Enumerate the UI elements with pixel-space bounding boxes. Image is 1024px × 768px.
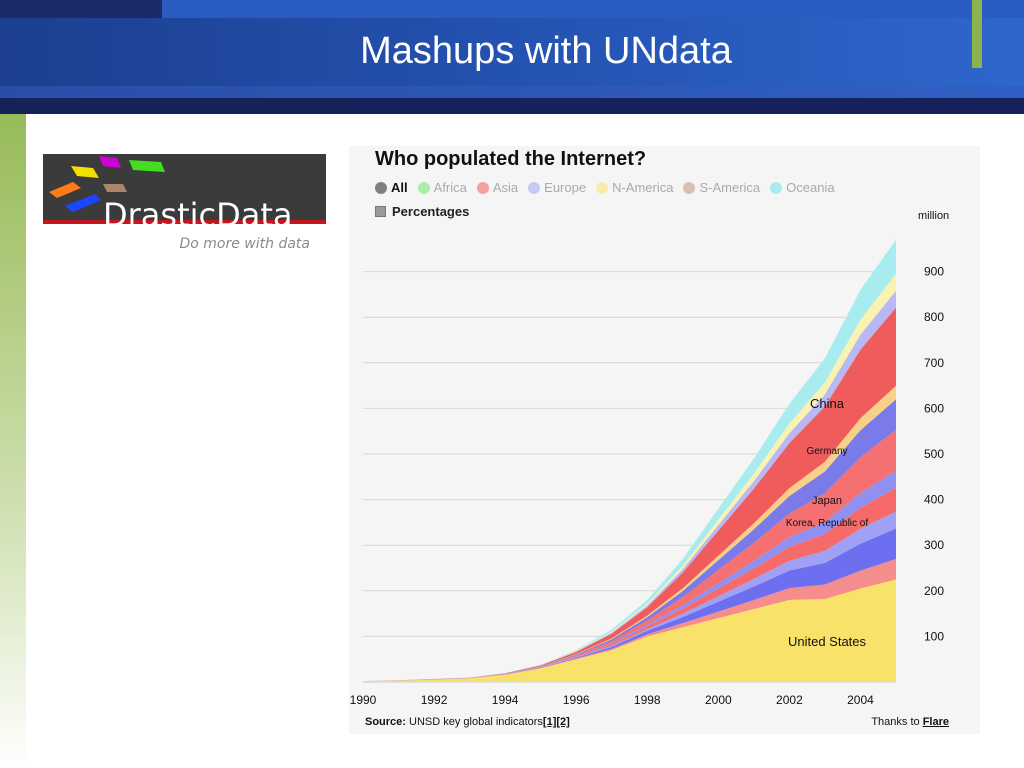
legend-label: Africa <box>433 180 467 195</box>
legend-dot-icon <box>770 181 783 194</box>
y-tick-label: 100 <box>924 629 944 643</box>
legend-dot-icon <box>375 181 387 194</box>
chart-legend: All Africa Asia Europe N-America S-Ameri… <box>375 180 835 195</box>
series-annotation: Korea, Republic of <box>786 518 868 529</box>
logo-red-line <box>43 220 326 226</box>
x-tick-label: 1996 <box>563 693 590 707</box>
x-tick-label: 1990 <box>350 693 377 707</box>
y-tick-label: 400 <box>924 493 944 507</box>
credits-note: Thanks to Flare <box>871 716 949 728</box>
y-axis-unit-label: million <box>918 210 950 222</box>
header-accent-dark <box>0 0 162 18</box>
legend-dot-icon <box>596 181 609 194</box>
y-tick-label: 500 <box>924 447 944 461</box>
area-band <box>363 579 896 682</box>
legend-item-oceania[interactable]: Oceania <box>770 180 835 195</box>
drasticdata-logo: DrasticData Do more with data <box>43 154 326 256</box>
checkbox-icon[interactable] <box>375 206 386 217</box>
logo-diamonds-icon <box>49 156 165 212</box>
y-tick-label: 700 <box>924 356 944 370</box>
legend-item-n-america[interactable]: N-America <box>596 180 673 195</box>
logo-name: DrasticData <box>103 196 293 234</box>
source-label: Source: <box>365 716 406 728</box>
slide-title: Mashups with UNdata <box>360 30 732 72</box>
source-ref-1-link[interactable]: [1] <box>542 716 557 728</box>
legend-label: S-America <box>699 180 761 195</box>
y-tick-label: 200 <box>924 584 944 598</box>
legend-label: Europe <box>544 180 587 195</box>
header-underline-bar <box>0 86 1024 98</box>
legend-dot-icon <box>476 181 489 194</box>
y-tick-label: 900 <box>924 265 944 279</box>
x-tick-label: 2004 <box>847 693 874 707</box>
legend-item-africa[interactable]: Africa <box>417 180 467 195</box>
header-accent-top <box>162 0 1024 18</box>
series-annotation: China <box>810 396 845 411</box>
header-underline-dark <box>0 98 1024 114</box>
series-annotation: United States <box>788 634 867 649</box>
legend-dot-icon <box>417 181 430 194</box>
header-green-accent <box>972 0 982 68</box>
logo-white-band <box>43 224 326 256</box>
x-tick-label: 1992 <box>421 693 448 707</box>
x-tick-label: 1994 <box>492 693 519 707</box>
legend-dot-icon <box>683 181 696 194</box>
y-tick-label: 300 <box>924 538 944 552</box>
stacked-area-chart: 100 200 300 400 500 600 700 800 900 1990 1992 1994 1… <box>350 239 944 707</box>
x-tick-label: 2002 <box>776 693 803 707</box>
legend-label: Oceania <box>786 180 835 195</box>
logo-tagline: Do more with data <box>179 236 310 252</box>
y-tick-label: 800 <box>924 310 944 324</box>
x-tick-label: 1998 <box>634 693 661 707</box>
percentages-label: Percentages <box>392 204 470 219</box>
source-text: UNSD key global indicators <box>409 716 543 728</box>
y-tick-label: 600 <box>924 401 944 415</box>
left-green-strip <box>0 114 26 768</box>
legend-label: All <box>391 180 408 195</box>
legend-item-europe[interactable]: Europe <box>528 180 586 195</box>
legend-label: Asia <box>492 180 519 195</box>
series-annotation: Germany <box>806 446 847 457</box>
area-band <box>363 429 896 682</box>
slide-header-bar <box>0 18 1024 88</box>
legend-item-asia[interactable]: Asia <box>476 180 519 195</box>
legend-dot-icon <box>528 181 541 194</box>
source-note: Source: UNSD key global indicators[1][2] <box>365 716 570 728</box>
series-annotation: Japan <box>812 495 842 507</box>
thanks-text: Thanks to <box>871 716 920 728</box>
source-ref-2-link[interactable]: [2] <box>556 716 570 728</box>
legend-label: N-America <box>612 180 674 195</box>
legend-item-all[interactable]: All <box>375 180 408 195</box>
x-tick-label: 2000 <box>705 693 732 707</box>
chart-title: Who populated the Internet? <box>375 148 647 170</box>
legend-item-s-america[interactable]: S-America <box>683 180 760 195</box>
percentages-toggle[interactable]: Percentages <box>375 204 469 219</box>
flare-link[interactable]: Flare <box>922 716 949 728</box>
